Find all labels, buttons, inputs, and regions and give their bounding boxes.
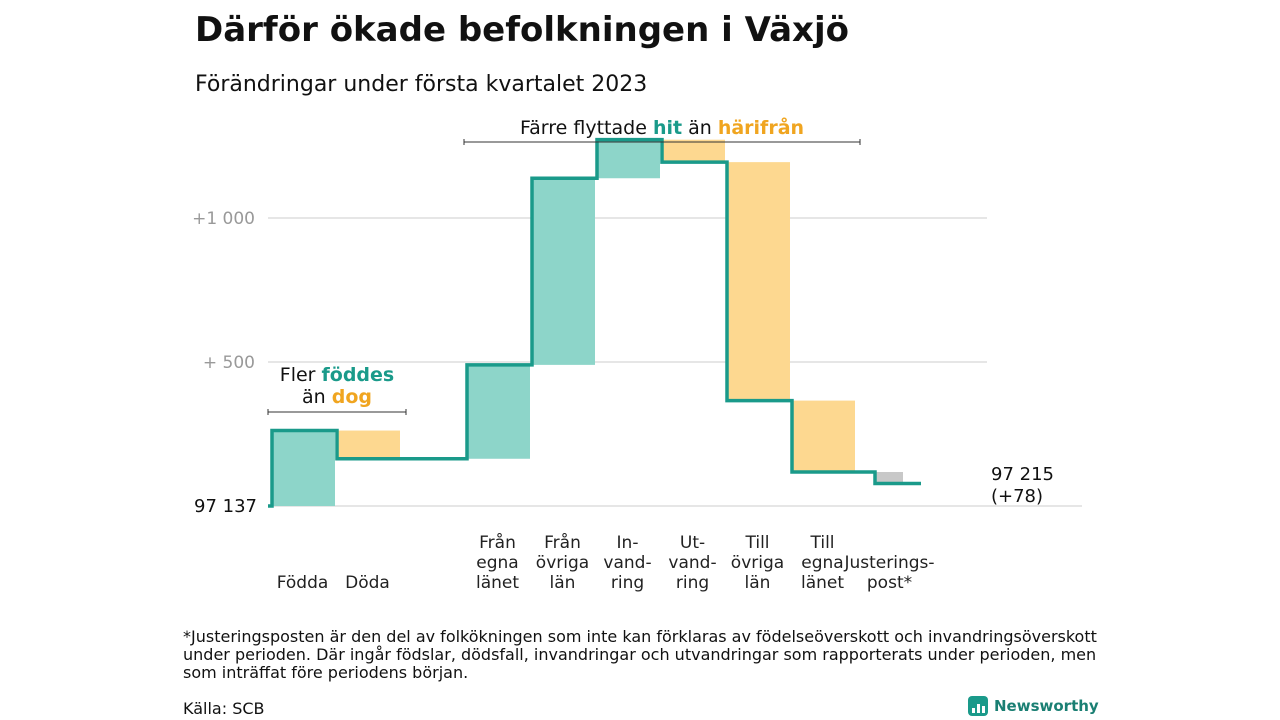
annotation-part: än: [302, 386, 332, 408]
annotation-part: dog: [332, 386, 372, 408]
category-label: Döda: [345, 573, 390, 593]
line-layer: [268, 137, 921, 508]
source-note: Källa: SCB: [183, 699, 265, 718]
y-tick-label: +1 000: [192, 209, 255, 229]
waterfall-chart: +1 000+ 500 Födda DödaFrånegnalänetFrånöv…: [192, 115, 1082, 593]
annotation-part: Färre flyttade: [520, 117, 653, 139]
category-label: In-: [617, 533, 639, 553]
chart-title: Därför ökade befolkningen i Växjö: [195, 10, 849, 50]
category-label: Födda: [277, 573, 329, 593]
category-label: egna: [801, 553, 843, 573]
bar-invandring: [597, 139, 660, 179]
bar-layer: [272, 139, 903, 506]
end-value-label: 97 215: [991, 464, 1054, 485]
annotation-part: än: [682, 117, 718, 139]
label-layer: Födda DödaFrånegnalänetFrånövrigalänIn-va…: [194, 464, 1054, 593]
category-label: Justerings-: [843, 553, 934, 573]
grid-layer: +1 000 + 500: [192, 209, 1082, 507]
brand-name: Newsworthy: [994, 697, 1099, 715]
bar-justeringspost: [875, 472, 903, 484]
category-label: vand-: [668, 553, 716, 573]
footnote: *Justeringsposten är den del av folkökni…: [183, 627, 1097, 682]
annotation-part: Fler: [280, 364, 322, 386]
newsworthy-logo-icon: [968, 696, 988, 716]
annotation-part: hit: [653, 117, 682, 139]
start-value-label: 97 137: [194, 496, 257, 517]
bar-fran-egna-lanet: [467, 364, 530, 459]
annotation-text: Fler föddes: [280, 364, 394, 386]
category-label: Från: [479, 532, 516, 553]
category-label: ring: [676, 573, 709, 593]
brand-logo[interactable]: Newsworthy: [968, 696, 1099, 716]
bar-fodda: [272, 430, 335, 506]
annotation-part: härifrån: [718, 115, 804, 139]
bar-till-ovriga-lan: [727, 162, 790, 401]
category-label: övriga: [731, 553, 784, 573]
bar-till-egna-lanet: [792, 400, 855, 473]
cumulative-line: [268, 137, 921, 508]
category-label: egna: [476, 553, 518, 573]
category-label: Till: [809, 533, 834, 553]
category-label: Från: [544, 532, 581, 553]
category-label: post*: [867, 573, 912, 593]
y-tick-label: + 500: [203, 353, 255, 373]
category-label: län: [550, 573, 576, 593]
end-value-label: (+78): [991, 486, 1043, 507]
chart-subtitle: Förändringar under första kvartalet 2023: [195, 72, 648, 97]
annotation-part: föddes: [322, 364, 395, 386]
bar-doda: [337, 430, 400, 459]
category-label: länet: [476, 573, 519, 593]
category-label: ring: [611, 573, 644, 593]
category-label: Till: [744, 533, 769, 553]
category-label: Ut-: [680, 533, 705, 553]
annotation-text: än dog: [302, 386, 372, 408]
bar-utvandring: [662, 139, 725, 163]
category-label: länet: [801, 573, 844, 593]
category-label: övriga: [536, 553, 589, 573]
annotation-text: Färre flyttade hit än härifrån: [520, 115, 804, 139]
bar-fran-ovriga-lan: [532, 178, 595, 365]
category-label: län: [745, 573, 771, 593]
category-label: vand-: [603, 553, 651, 573]
